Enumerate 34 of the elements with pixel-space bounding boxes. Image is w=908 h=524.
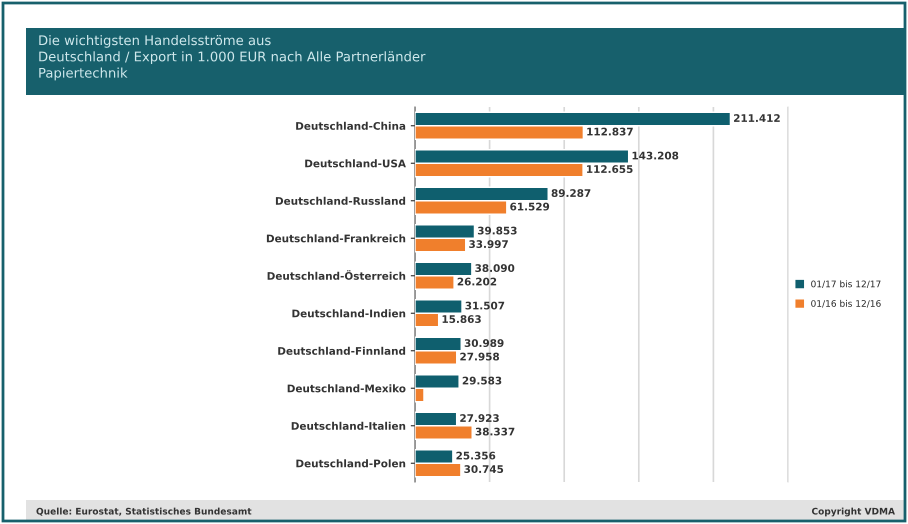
data-label: 211.412 xyxy=(734,114,780,122)
y-tick-label: Deutschland-Italien xyxy=(292,422,406,430)
data-label: 112.837 xyxy=(587,128,633,136)
data-label: 27.958 xyxy=(460,352,500,361)
y-tick-label: Deutschland-Österreich xyxy=(268,270,406,280)
data-label: 27.923 xyxy=(460,414,499,422)
data-label: 29.583 xyxy=(462,376,502,385)
text: Die wichtigsten Handelsströme aus Deutschland / Export in 1.000 EUR nach Alle Partnerländer Papiertechnik xyxy=(39,35,426,80)
text: Copyright VDMA xyxy=(812,508,895,516)
y-tick-label: Deutschland-Mexiko xyxy=(288,384,406,392)
y-tick-label: Deutschland-USA xyxy=(305,159,406,168)
y-tick-label: Deutschland-China xyxy=(296,122,406,130)
source-note: Quelle: Eurostat, Statistisches Bundesamt xyxy=(36,508,252,516)
y-tick-label: Deutschland-Finnland xyxy=(278,346,406,355)
data-label: 39.853 xyxy=(478,226,517,235)
data-label: 112.655 xyxy=(587,165,633,174)
y-tick-label: Deutschland-Russland xyxy=(276,196,406,205)
data-label: 89.287 xyxy=(552,189,590,198)
data-label: 143.208 xyxy=(632,152,678,160)
y-tick-label: Deutschland-Indien xyxy=(292,309,406,318)
legend-label: 01/17 bis 12/17 xyxy=(811,280,881,288)
y-tick-label: Deutschland-Polen xyxy=(296,459,406,468)
data-label: 30.989 xyxy=(464,339,504,348)
data-label: 31.507 xyxy=(465,302,504,310)
data-label: 15.863 xyxy=(442,315,481,324)
data-label: 33.997 xyxy=(469,240,508,248)
data-label: 38.337 xyxy=(476,428,514,436)
data-label: 26.202 xyxy=(458,278,496,286)
data-label: 30.745 xyxy=(464,465,504,474)
data-label: 61.529 xyxy=(510,202,550,211)
data-label: 25.356 xyxy=(456,452,496,460)
legend-label: 01/16 bis 12/16 xyxy=(811,300,881,308)
y-tick-label: Deutschland-Frankreich xyxy=(266,234,406,242)
data-label: 38.090 xyxy=(475,264,514,272)
